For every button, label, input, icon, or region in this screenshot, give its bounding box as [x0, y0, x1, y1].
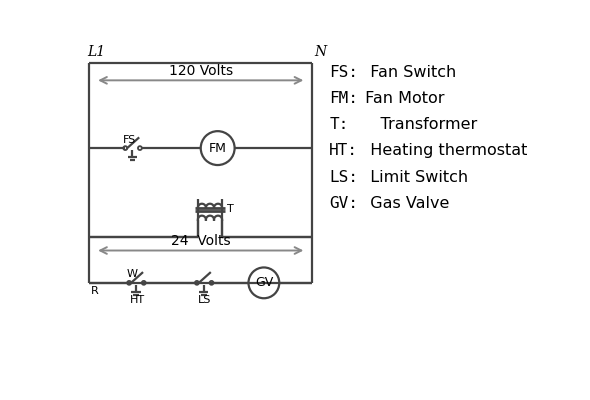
Text: LS:: LS: [329, 170, 358, 185]
Text: LS: LS [198, 295, 211, 305]
Text: FS: FS [123, 135, 136, 145]
Text: GV: GV [255, 276, 273, 289]
Text: GV:: GV: [329, 196, 358, 211]
Text: Limit Switch: Limit Switch [360, 170, 468, 185]
Text: T: T [227, 204, 234, 214]
Text: HT:: HT: [329, 144, 358, 158]
Text: L1: L1 [87, 45, 105, 59]
Text: 120 Volts: 120 Volts [169, 64, 233, 78]
Text: T:: T: [329, 117, 349, 132]
Text: W: W [127, 270, 138, 280]
Text: 24  Volts: 24 Volts [171, 234, 231, 248]
Text: HT: HT [130, 295, 145, 305]
Text: Gas Valve: Gas Valve [360, 196, 450, 211]
Text: Heating thermostat: Heating thermostat [360, 144, 527, 158]
Text: FM:: FM: [329, 91, 358, 106]
Text: N: N [314, 45, 326, 59]
Text: FS:: FS: [329, 65, 358, 80]
Text: Fan Motor: Fan Motor [360, 91, 445, 106]
Text: Fan Switch: Fan Switch [360, 65, 457, 80]
Text: R: R [91, 286, 99, 296]
Text: Transformer: Transformer [360, 117, 477, 132]
Text: FM: FM [209, 142, 227, 154]
